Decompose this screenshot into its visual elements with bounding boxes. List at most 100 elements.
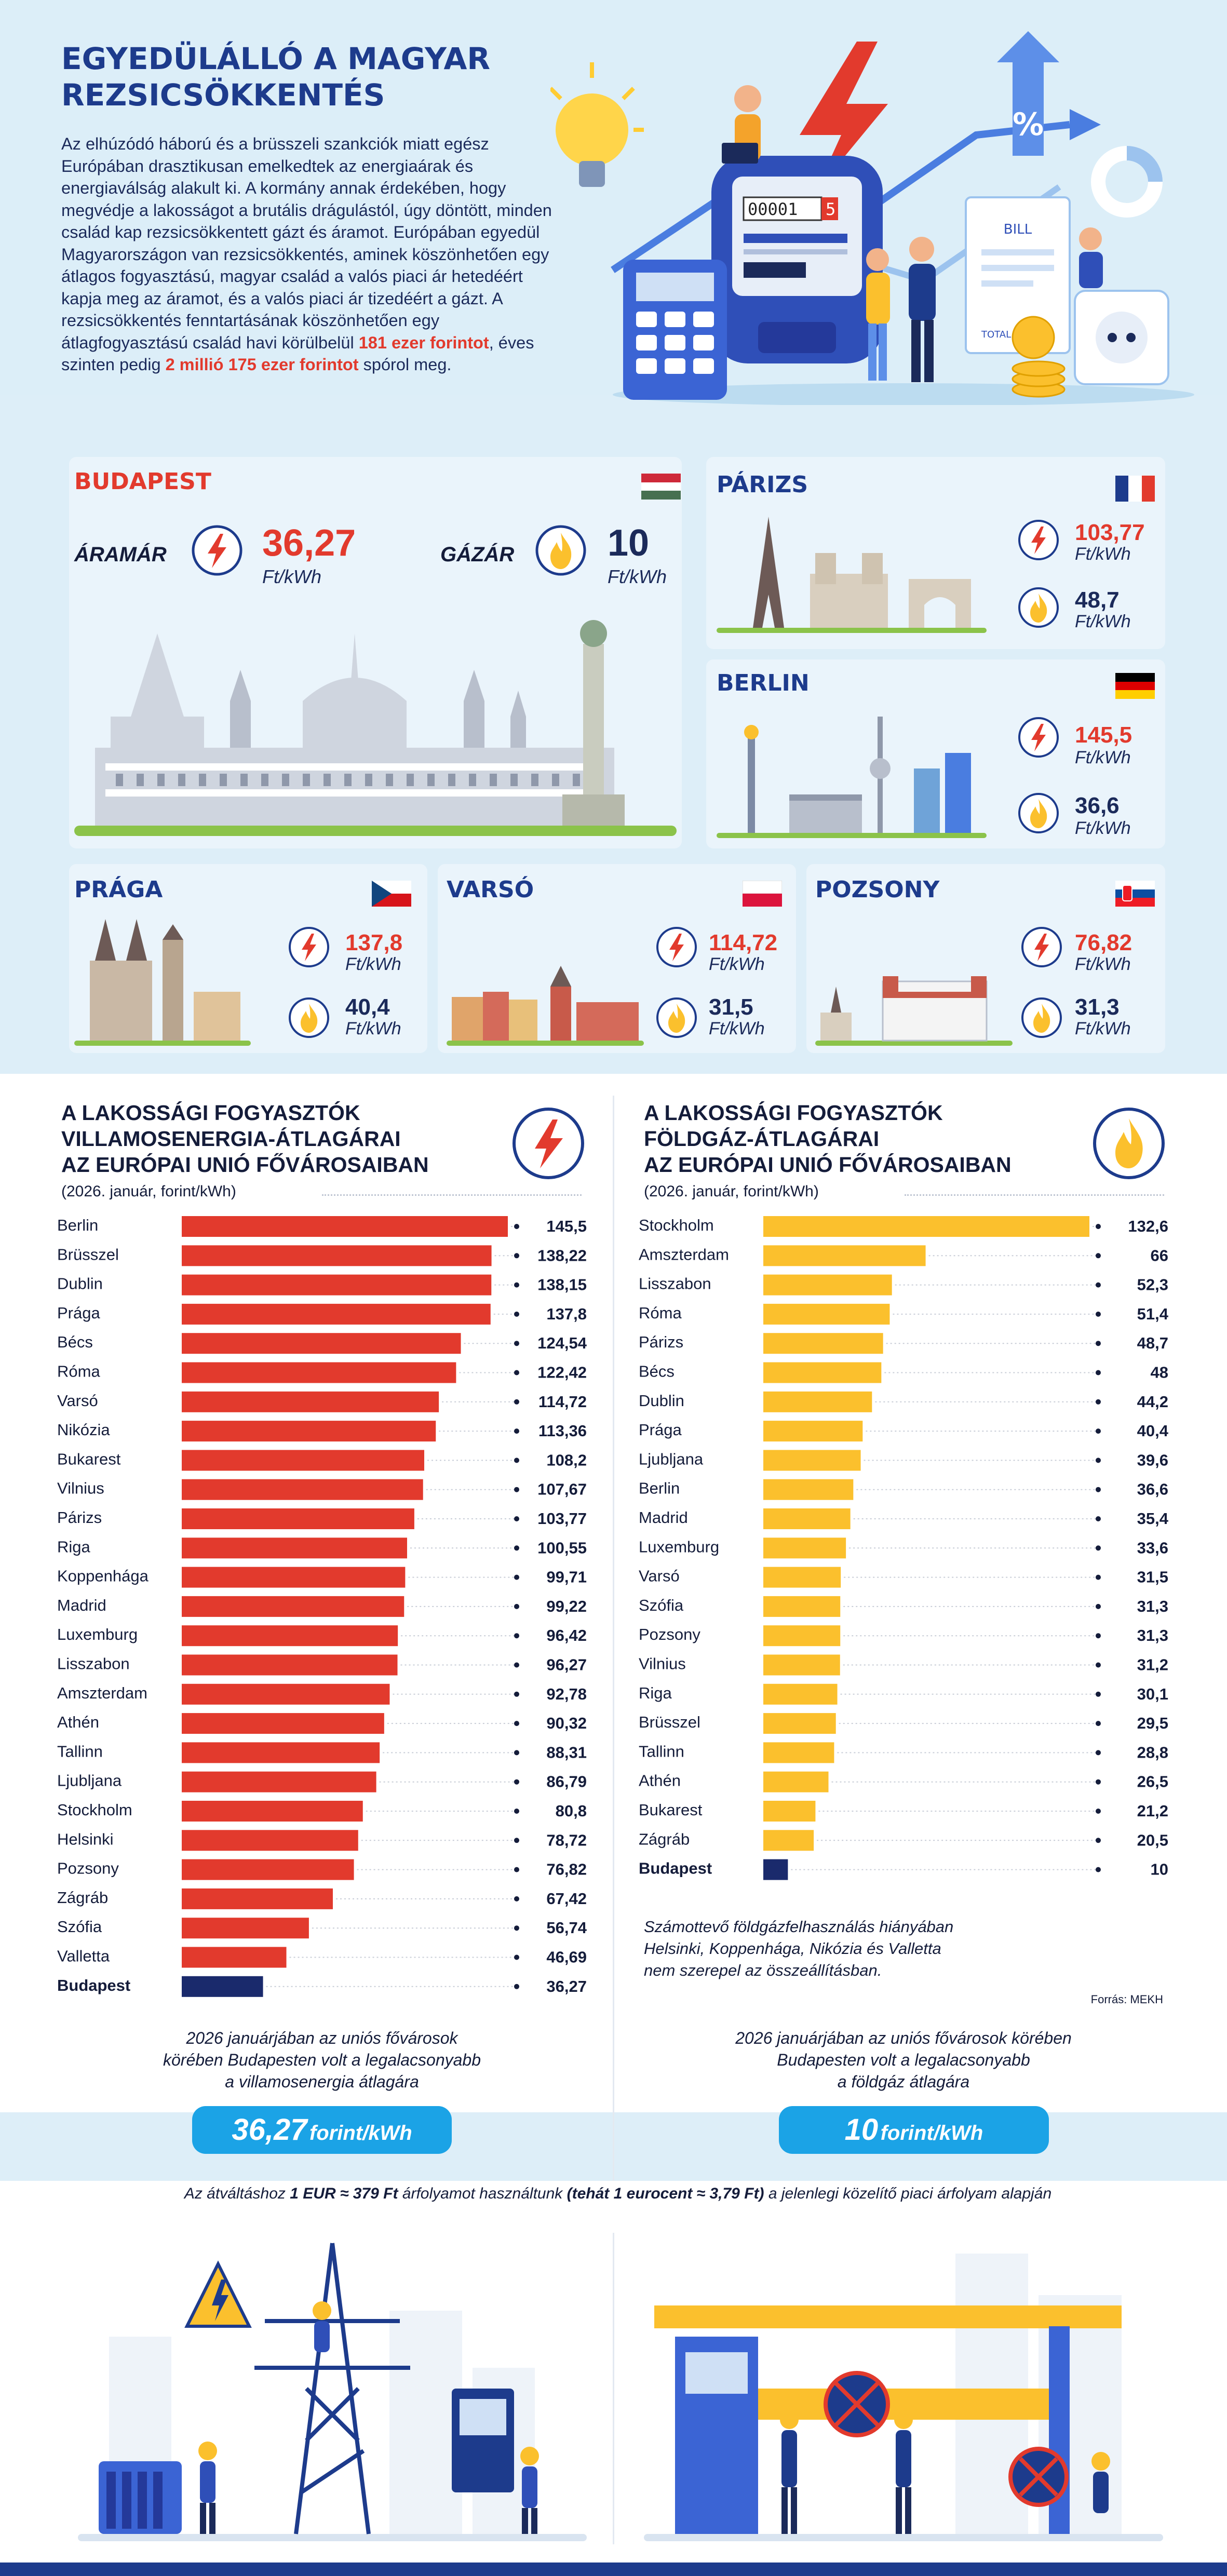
- bratislava-power-unit: Ft/kWh: [1075, 954, 1131, 974]
- category-label: Varsó: [639, 1567, 680, 1585]
- value-label: 35,4: [1137, 1509, 1169, 1528]
- category-label: Dublin: [639, 1392, 684, 1410]
- prague-gas-value: 40,4: [345, 994, 390, 1020]
- value-label: 10: [1151, 1860, 1168, 1879]
- electricity-chart-subtitle: (2026. január, forint/kWh): [61, 1183, 236, 1200]
- value-label: 113,36: [538, 1422, 587, 1440]
- bottom-bar: [0, 2562, 1227, 2576]
- bar: [182, 1333, 461, 1354]
- bar: [763, 1421, 863, 1442]
- bar: [763, 1830, 814, 1851]
- leader-dot: [514, 1428, 519, 1434]
- category-label: Stockholm: [639, 1216, 714, 1234]
- electricity-title-dotted-rule: [322, 1194, 582, 1196]
- berlin-flame-icon: [1018, 793, 1059, 833]
- leader-dot: [1096, 1691, 1101, 1697]
- bar: [182, 1801, 363, 1822]
- value-label: 28,8: [1137, 1743, 1168, 1761]
- leader-dot: [514, 1370, 519, 1375]
- bratislava-flame-icon: [1021, 997, 1062, 1038]
- category-label: Vilnius: [57, 1479, 104, 1498]
- value-label: 96,27: [546, 1656, 587, 1674]
- paris-lightning-icon: [1018, 520, 1059, 560]
- leader-dot: [1096, 1458, 1101, 1463]
- prague-gas-unit: Ft/kWh: [345, 1019, 401, 1039]
- leader-dot: [514, 1487, 519, 1492]
- bar: [763, 1508, 851, 1529]
- value-label: 48,7: [1137, 1334, 1168, 1352]
- gas-chart-note: Számottevő földgázfelhasználás hiányában…: [644, 1916, 1111, 1981]
- warsaw-gas-unit: Ft/kWh: [709, 1019, 765, 1039]
- leader-dot: [1096, 1545, 1101, 1551]
- header-illustration: % 00001 5 BILL TOTAL: [550, 31, 1194, 405]
- category-label: Brüsszel: [639, 1713, 700, 1731]
- paris-illustration: [717, 517, 987, 633]
- bar: [182, 1888, 333, 1909]
- bar: [182, 1450, 425, 1471]
- prague-name: PRÁGA: [74, 876, 163, 903]
- leader-dot: [514, 1516, 519, 1521]
- bar: [182, 1596, 404, 1617]
- value-label: 138,15: [537, 1276, 587, 1294]
- value-label: 36,6: [1137, 1480, 1168, 1499]
- value-label: 99,22: [546, 1597, 587, 1615]
- value-label: 51,4: [1137, 1305, 1169, 1323]
- value-label: 80,8: [556, 1802, 587, 1820]
- paris-power-value: 103,77: [1075, 520, 1145, 545]
- bratislava-gas-unit: Ft/kWh: [1075, 1019, 1131, 1039]
- bar: [763, 1859, 788, 1880]
- charts-divider: [613, 1096, 614, 2186]
- electricity-workers-illustration: [78, 2243, 587, 2541]
- page-title: EGYEDÜLÁLLÓ A MAGYAR REZSICSÖKKENTÉS: [61, 41, 581, 113]
- electricity-title-line-3: AZ EURÓPAI UNIÓ FŐVÁROSAIBAN: [61, 1153, 429, 1177]
- value-label: 78,72: [546, 1831, 587, 1849]
- leader-dot: [514, 1779, 519, 1785]
- category-label: Párizs: [639, 1333, 683, 1351]
- warsaw-illustration: [447, 966, 644, 1046]
- meter-digits: 00001: [748, 199, 798, 219]
- value-label: 67,42: [546, 1890, 587, 1908]
- leader-dot: [1096, 1750, 1101, 1756]
- category-label: Valletta: [57, 1947, 110, 1965]
- warsaw-flame-icon: [656, 997, 697, 1038]
- bill-label: BILL: [1004, 222, 1032, 237]
- source-label: Forrás: MEKH: [1090, 1993, 1163, 2006]
- leader-dot: [1096, 1721, 1101, 1727]
- value-label: 40,4: [1137, 1422, 1169, 1440]
- electricity-summary: 2026 januárjában az uniós fővárosok köré…: [78, 2027, 566, 2093]
- total-label: TOTAL: [981, 329, 1011, 340]
- exchange-rate-note: Az átváltáshoz 1 EUR ≈ 379 Ft árfolyamot…: [47, 2183, 1189, 2205]
- electricity-summary-line-3: a villamosenergia átlagára: [225, 2072, 419, 2091]
- leader-dot: [1096, 1516, 1101, 1521]
- leader-dot: [514, 1867, 519, 1872]
- bar: [182, 1713, 384, 1734]
- bar: [182, 1654, 398, 1676]
- bar: [763, 1450, 861, 1471]
- value-label: 46,69: [546, 1948, 587, 1966]
- electricity-bar-chart: Berlin 145,5 Brüsszel 138,22 Dublin 138,15 Prá…: [57, 1216, 587, 1997]
- budapest-gas-value: 10: [608, 522, 650, 564]
- value-label: 108,2: [546, 1451, 587, 1469]
- bar: [763, 1245, 926, 1266]
- bar: [182, 1391, 439, 1412]
- bratislava-lightning-icon: [1021, 927, 1062, 967]
- value-label: 36,27: [546, 1977, 587, 1995]
- leader-dot: [514, 1282, 519, 1288]
- value-label: 114,72: [538, 1393, 587, 1411]
- gas-note-line-3: nem szerepel az összeállításban.: [644, 1961, 882, 1979]
- gas-note-line-1: Számottevő földgázfelhasználás hiányában: [644, 1918, 954, 1936]
- category-label: Párizs: [57, 1508, 102, 1527]
- bar: [763, 1567, 841, 1588]
- paris-name: PÁRIZS: [717, 471, 808, 498]
- footer-divider: [613, 2233, 614, 2544]
- leader-dot: [1096, 1603, 1101, 1609]
- category-label: Pozsony: [57, 1859, 119, 1878]
- bar: [763, 1742, 834, 1763]
- bar: [763, 1362, 882, 1383]
- leader-dot: [514, 1458, 519, 1463]
- exchange-cent-rate: (tehát 1 eurocent ≈ 3,79 Ft): [567, 2185, 764, 2202]
- intro-paragraph: Az elhúzódó háború és a brüsszeli szankc…: [61, 133, 555, 376]
- electricity-summary-line-2: körében Budapesten volt a legalacsonyabb: [163, 2051, 481, 2069]
- value-label: 20,5: [1137, 1831, 1168, 1849]
- bar: [182, 1421, 436, 1442]
